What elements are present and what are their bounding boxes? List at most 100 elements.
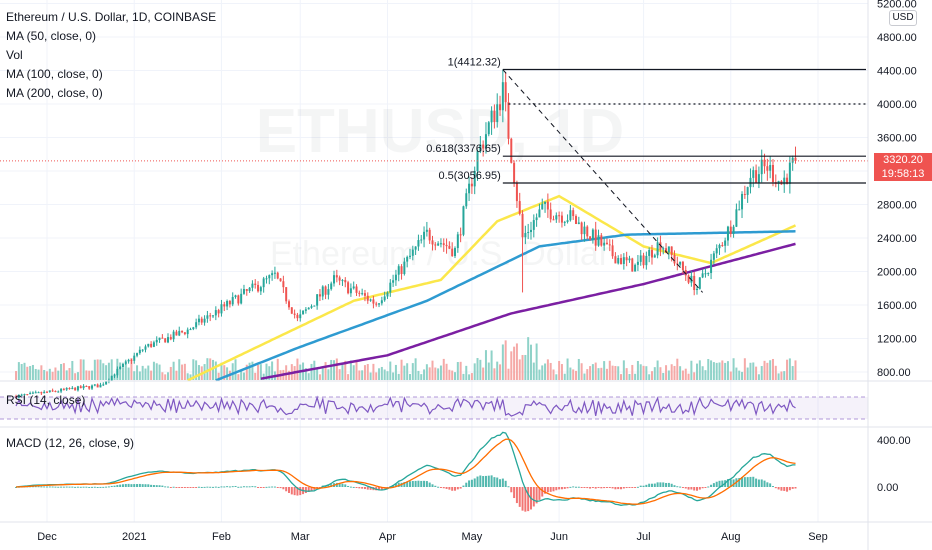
candle-body[interactable] [569,210,572,221]
candle-body[interactable] [673,254,676,264]
candle-body[interactable] [538,209,541,218]
candle-body[interactable] [591,229,594,240]
candle-body[interactable] [428,229,431,241]
candle-body[interactable] [79,386,82,389]
candle-body[interactable] [287,301,290,308]
candle-body[interactable] [242,289,245,294]
candle-body[interactable] [150,343,153,347]
candle-body[interactable] [74,387,77,391]
candle-body[interactable] [465,193,468,207]
candle-body[interactable] [262,278,265,288]
candle-body[interactable] [76,386,79,391]
candle-body[interactable] [349,288,352,294]
candle-body[interactable] [166,337,169,343]
candle-body[interactable] [333,275,336,284]
candle-body[interactable] [124,361,127,364]
candle-body[interactable] [580,222,583,235]
candle-body[interactable] [240,293,243,304]
candle-body[interactable] [558,215,561,217]
candle-body[interactable] [639,255,642,262]
candle-body[interactable] [358,292,361,294]
candle-body[interactable] [192,327,195,330]
candle-body[interactable] [48,390,51,393]
candle-body[interactable] [40,392,43,394]
candle-body[interactable] [82,385,85,389]
candle-body[interactable] [541,203,544,210]
candle-body[interactable] [352,286,355,289]
candle-body[interactable] [431,240,434,245]
candle-body[interactable] [119,367,122,369]
candle-body[interactable] [617,258,620,264]
candle-body[interactable] [113,375,116,377]
candle-body[interactable] [347,282,350,294]
candle-body[interactable] [479,144,482,152]
candle-body[interactable] [701,273,704,278]
candle-body[interactable] [504,82,507,103]
candle-body[interactable] [138,349,141,354]
candle-body[interactable] [316,294,319,306]
candle-body[interactable] [614,256,617,264]
candle-body[interactable] [299,314,302,319]
candle-body[interactable] [586,226,589,237]
candle-body[interactable] [155,339,158,343]
candle-body[interactable] [594,229,597,246]
candle-body[interactable] [383,296,386,301]
candle-body[interactable] [34,392,37,394]
candle-body[interactable] [524,232,527,238]
candle-body[interactable] [141,349,144,351]
legend-vol[interactable]: Vol [6,48,23,62]
rsi-label[interactable]: RSI (14, close) [6,393,86,407]
candle-body[interactable] [341,280,344,282]
candle-body[interactable] [344,280,347,283]
candle-body[interactable] [555,215,558,220]
candle-body[interactable] [127,359,130,362]
candle-body[interactable] [121,363,124,368]
candle-body[interactable] [372,299,375,304]
candle-body[interactable] [451,248,454,257]
candle-body[interactable] [307,307,310,310]
candle-body[interactable] [355,286,358,293]
candle-body[interactable] [68,388,71,390]
candle-body[interactable] [54,390,57,392]
candle-body[interactable] [152,342,155,347]
candle-body[interactable] [681,261,684,271]
candle-body[interactable] [318,294,321,297]
candle-body[interactable] [136,353,139,356]
candle-body[interactable] [667,246,670,253]
candle-body[interactable] [434,244,437,246]
candle-body[interactable] [769,164,772,171]
candle-body[interactable] [620,258,623,264]
candle-body[interactable] [783,177,786,185]
candle-body[interactable] [600,235,603,246]
candle-body[interactable] [110,375,113,381]
candle-body[interactable] [521,213,524,238]
candle-body[interactable] [71,387,74,390]
candle-body[interactable] [482,144,485,149]
candle-body[interactable] [31,392,34,394]
candle-body[interactable] [223,304,226,307]
candle-body[interactable] [642,255,645,266]
candle-body[interactable] [147,343,150,347]
candle-body[interactable] [721,244,724,246]
candle-body[interactable] [408,255,411,257]
candle-body[interactable] [712,253,715,260]
candle-body[interactable] [394,274,397,281]
candle-body[interactable] [245,289,248,291]
candle-body[interactable] [766,166,769,171]
candle-body[interactable] [515,183,518,202]
candle-body[interactable] [181,330,184,333]
candle-body[interactable] [37,392,40,394]
candle-body[interactable] [276,272,279,279]
candle-body[interactable] [442,243,445,245]
candle-body[interactable] [459,234,462,236]
candle-body[interactable] [535,217,538,221]
candle-body[interactable] [468,183,471,194]
candle-body[interactable] [650,249,653,258]
candle-body[interactable] [487,122,490,135]
candle-body[interactable] [290,307,293,314]
candle-body[interactable] [552,219,555,221]
candle-body[interactable] [437,243,440,246]
candle-body[interactable] [85,385,88,387]
candle-body[interactable] [546,201,549,210]
candle-body[interactable] [741,193,744,210]
